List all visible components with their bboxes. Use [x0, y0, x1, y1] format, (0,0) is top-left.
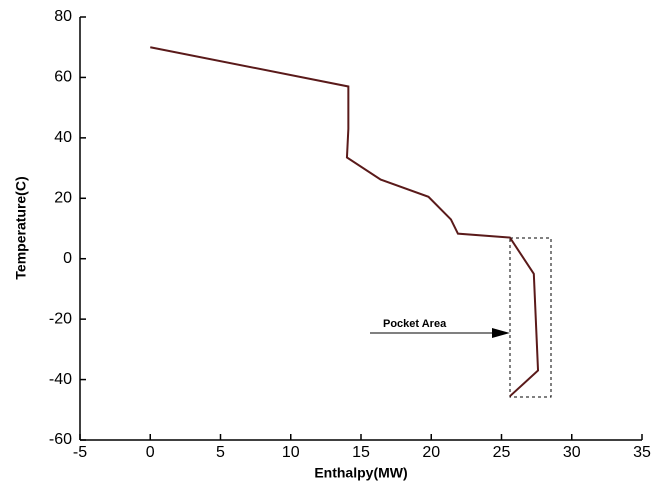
- x-tick-label: 30: [563, 444, 581, 461]
- y-axis-label: Temperature(C): [13, 176, 29, 279]
- arrow-head: [492, 328, 510, 338]
- y-tick-label: 80: [54, 8, 72, 25]
- y-tick-label: 0: [63, 250, 72, 267]
- x-tick-label: 10: [282, 444, 300, 461]
- data-line: [150, 46, 540, 397]
- y-tick-label: 40: [54, 129, 72, 146]
- y-tick-label: 60: [54, 69, 72, 86]
- x-tick-label: -5: [73, 444, 87, 461]
- x-tick-label: 25: [493, 444, 511, 461]
- annotation: Pocket Area: [383, 318, 447, 330]
- x-tick-label: 15: [352, 444, 370, 461]
- y-tick-label: -20: [49, 310, 72, 327]
- x-axis-label: Enthalpy(MW): [314, 465, 407, 481]
- x-tick-label: 5: [216, 444, 225, 461]
- y-tick-label: -40: [49, 371, 72, 388]
- x-tick-label: 35: [633, 444, 651, 461]
- x-tick-label: 20: [422, 444, 440, 461]
- y-tick-label: 20: [54, 190, 72, 207]
- x-tick-label: 0: [146, 444, 155, 461]
- pocket-box: [509, 237, 552, 398]
- y-tick-label: -60: [49, 431, 72, 448]
